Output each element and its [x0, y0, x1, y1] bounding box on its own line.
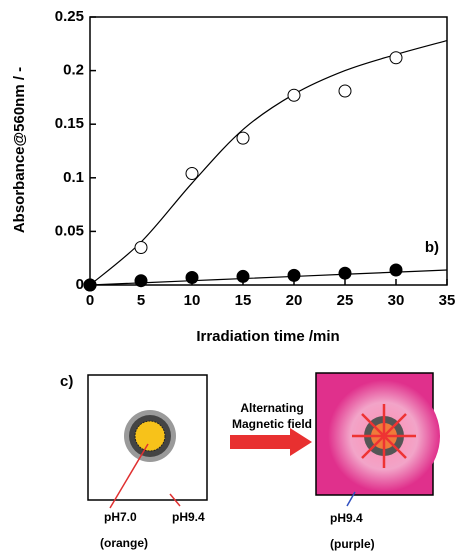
point: [338, 266, 352, 280]
x-tick-label: 5: [137, 292, 145, 309]
point: [389, 51, 403, 65]
y-tick-label: 0.05: [55, 222, 84, 239]
point: [236, 131, 250, 145]
point: [185, 270, 199, 284]
point: [185, 167, 199, 181]
label: pH9.4: [172, 510, 205, 524]
arrow-label: Magnetic field: [232, 417, 312, 431]
point: [83, 278, 97, 292]
pointer: [346, 491, 356, 507]
x-tick-label: 20: [286, 292, 303, 309]
heat-arrows: [352, 404, 416, 468]
x-axis-label: Irradiation time /min: [196, 328, 339, 345]
point: [338, 84, 352, 98]
label: (orange): [100, 536, 148, 550]
x-tick-label: 0: [86, 292, 94, 309]
point: [287, 268, 301, 282]
arrow-label: Alternating: [240, 401, 303, 415]
y-tick-label: 0: [76, 276, 84, 293]
point: [134, 274, 148, 288]
x-tick-label: 15: [235, 292, 252, 309]
arrow: [230, 428, 312, 456]
pointer: [109, 443, 149, 509]
x-tick-label: 10: [184, 292, 201, 309]
point: [287, 88, 301, 102]
y-tick-label: 0.1: [63, 169, 84, 186]
series-label: b): [425, 239, 439, 256]
point: [236, 269, 250, 283]
label: pH7.0: [104, 510, 137, 524]
y-tick-label: 0.15: [55, 115, 84, 132]
y-tick-label: 0.2: [63, 62, 84, 79]
x-tick-label: 35: [439, 292, 456, 309]
dye: [134, 420, 166, 452]
x-tick-label: 30: [388, 292, 405, 309]
y-tick-label: 0.25: [55, 8, 84, 25]
point: [389, 263, 403, 277]
plot-frame: [89, 16, 448, 286]
label: (purple): [330, 537, 375, 551]
y-axis-label: Absorbance@560nm / -: [11, 67, 28, 233]
pointer: [169, 493, 181, 507]
panel-label: c): [60, 373, 73, 390]
label: pH9.4: [330, 511, 363, 525]
point: [134, 240, 148, 254]
x-tick-label: 25: [337, 292, 354, 309]
